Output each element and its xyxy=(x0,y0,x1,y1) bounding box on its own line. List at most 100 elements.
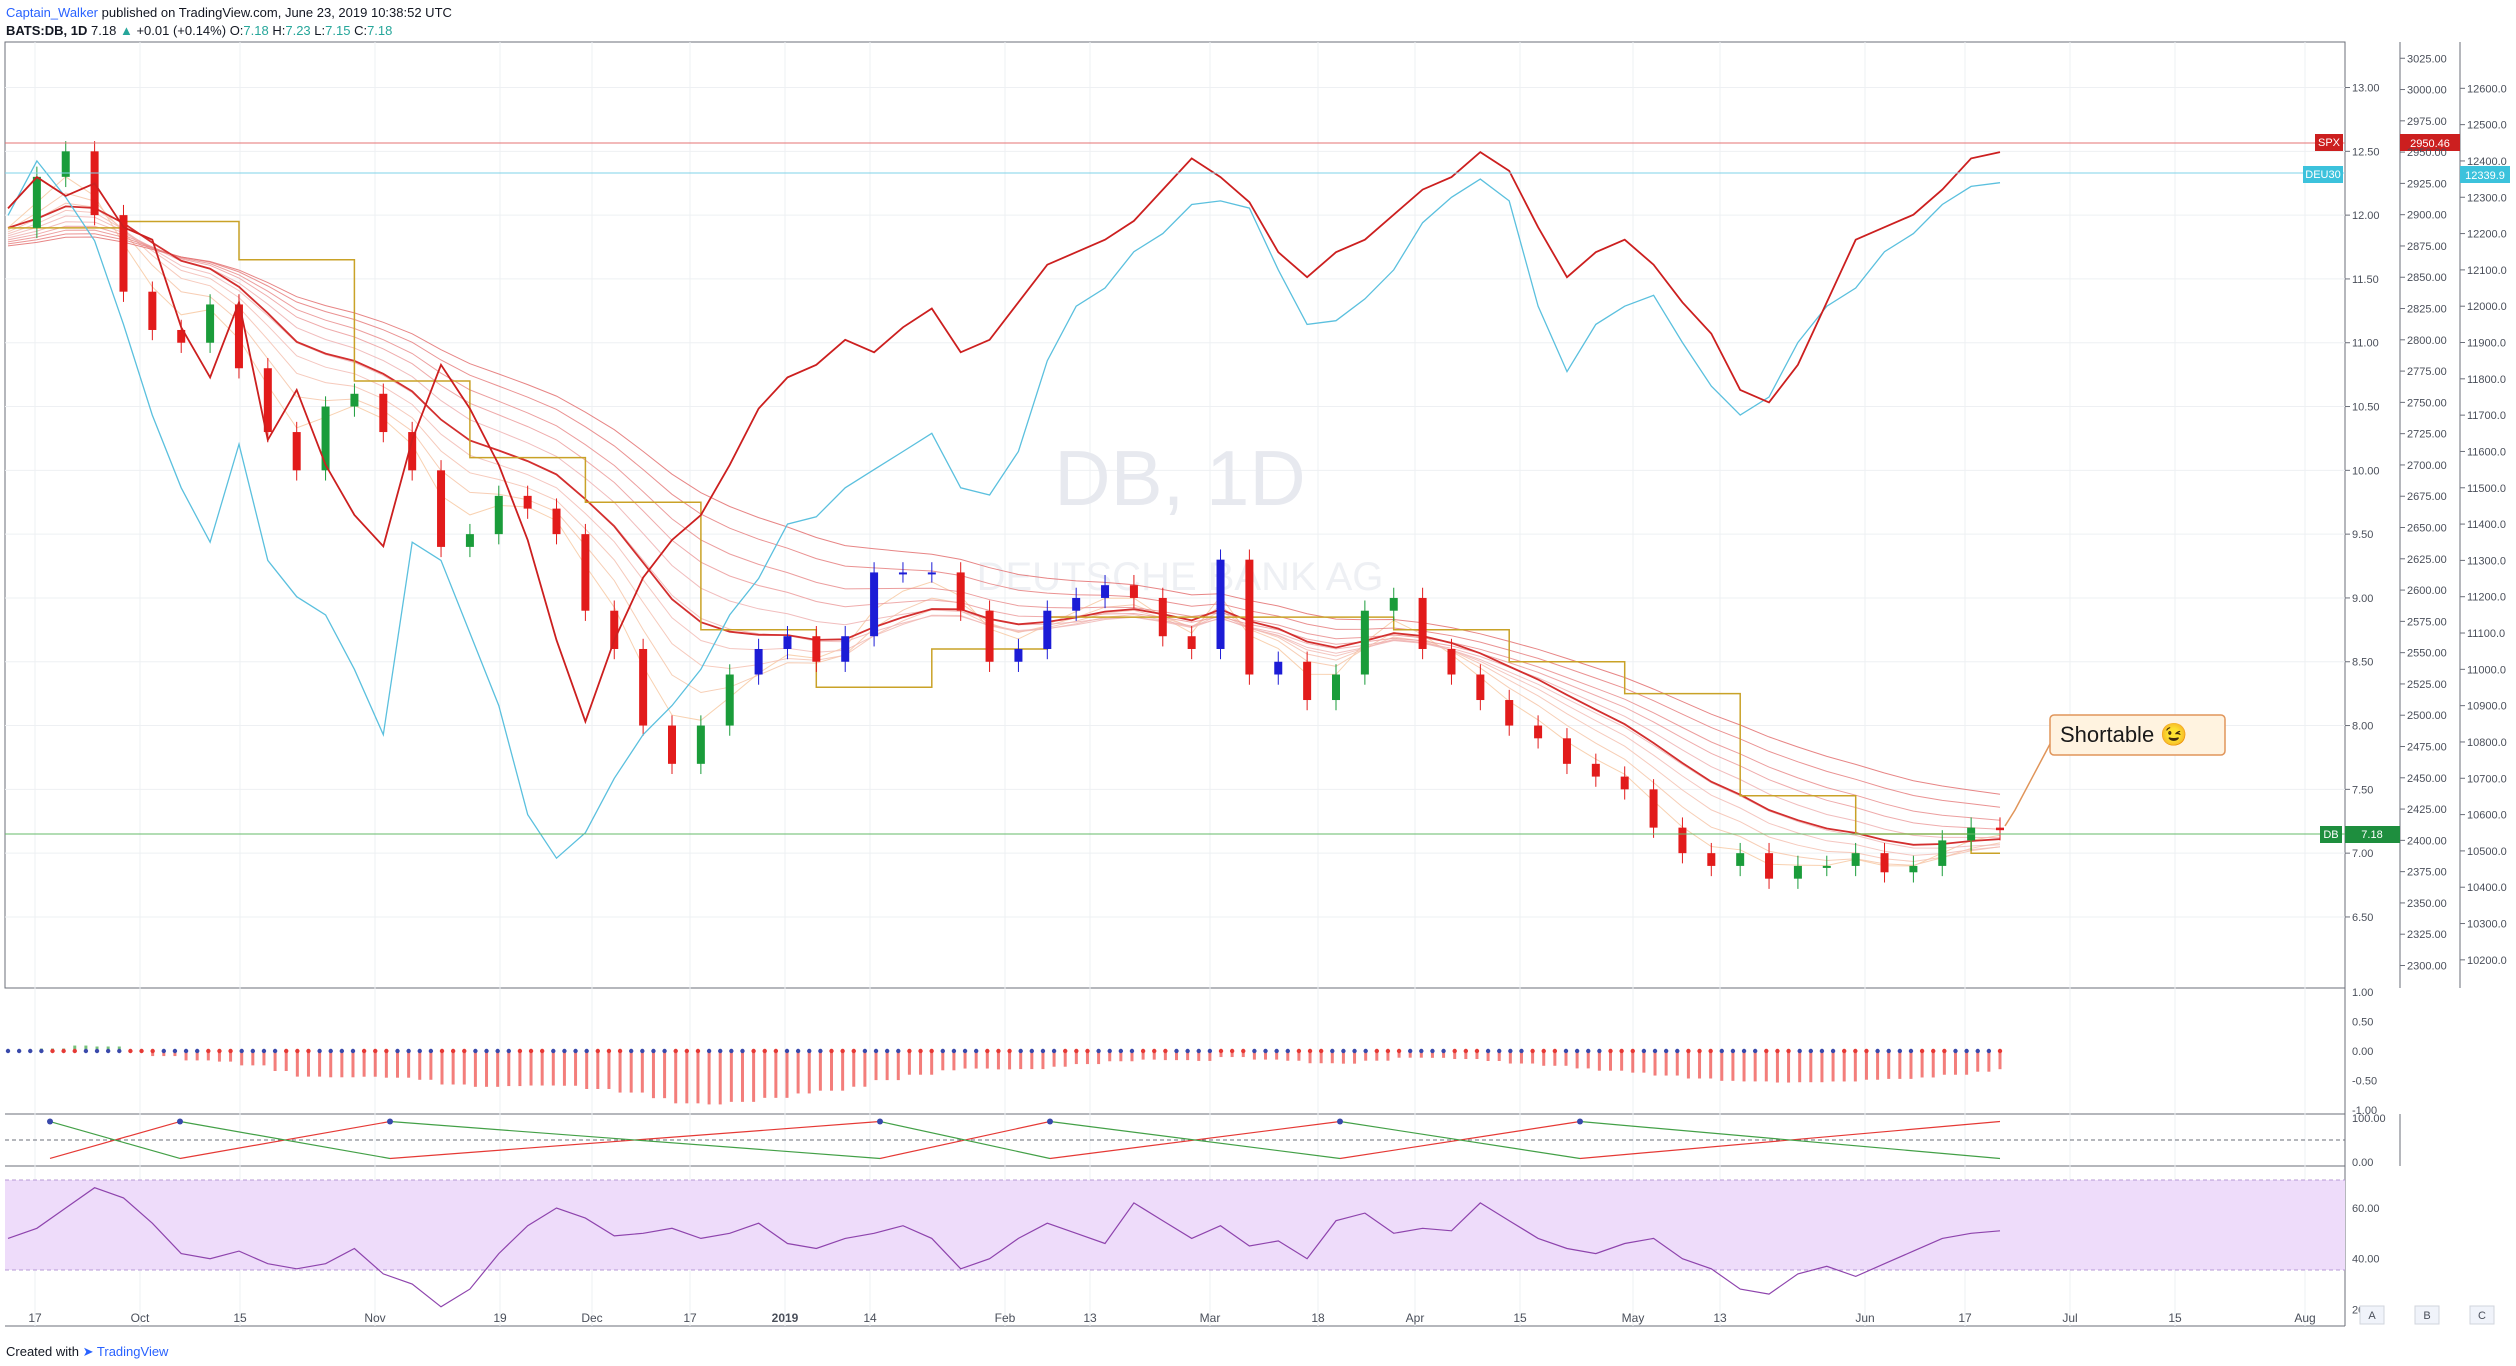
candle-body xyxy=(465,534,474,547)
ema-ribbon-line xyxy=(7,215,2001,849)
macd-dot xyxy=(1964,1048,1969,1054)
macd-dot xyxy=(1463,1048,1469,1054)
macd-dot xyxy=(1441,1048,1446,1054)
macd-dot xyxy=(1997,1048,2003,1054)
time-tick-label: Nov xyxy=(364,1311,385,1325)
macd-dot xyxy=(606,1048,612,1054)
candle-body xyxy=(956,572,965,611)
spx-tick-label: 2375.00 xyxy=(2407,867,2447,879)
deu-tick-label: 12000.0 xyxy=(2467,301,2507,313)
deu30-value-tag: 12339.9 xyxy=(2460,166,2510,183)
candle-body xyxy=(206,304,215,343)
candle-body xyxy=(754,648,763,675)
candle-body xyxy=(1303,661,1312,701)
macd-dot xyxy=(1218,1048,1224,1054)
ema-ribbon xyxy=(7,176,2001,867)
spx-tick-label: 2850.00 xyxy=(2407,272,2447,284)
macd-dot xyxy=(1363,1048,1368,1054)
ema-ribbon-line xyxy=(7,225,2001,830)
macd-dot xyxy=(1385,1048,1391,1054)
spx-tick-label: 3025.00 xyxy=(2407,53,2447,65)
shortable-label: Shortable 😉 xyxy=(2060,722,2188,747)
spx-tick-label: 2775.00 xyxy=(2407,366,2447,378)
macd-dot xyxy=(361,1048,367,1054)
scale-buttons[interactable]: A B C xyxy=(2359,1305,2495,1325)
published-text: published on TradingView.com, June 23, 2… xyxy=(98,5,452,20)
deu-tick-label: 10600.0 xyxy=(2467,810,2507,822)
time-tick-label: 19 xyxy=(493,1311,507,1325)
macd-dot xyxy=(373,1048,378,1054)
macd-dot xyxy=(962,1048,968,1054)
candle-body xyxy=(61,151,70,177)
macd-dot xyxy=(1530,1048,1535,1054)
rsi-band xyxy=(5,1180,2345,1270)
candle-body xyxy=(927,572,936,575)
spx-tick-label: 2800.00 xyxy=(2407,335,2447,347)
candle-body xyxy=(1765,853,1774,879)
candle-body xyxy=(1332,674,1340,701)
spx-price-axis[interactable]: 3025.00 3000.00 2975.00 2950.00 2925.00 2900.… xyxy=(2400,53,2447,972)
macd-dot xyxy=(1040,1048,1046,1054)
macd-tick-label: -1.00 xyxy=(2352,1105,2377,1117)
candle-body xyxy=(350,393,359,407)
macd-dot xyxy=(1597,1048,1602,1054)
rsi-tick-label: 60.00 xyxy=(2352,1203,2380,1215)
deu30-tag: DEU30 xyxy=(2303,166,2343,183)
candle-body xyxy=(1996,827,2004,831)
candle-body xyxy=(1591,763,1600,777)
spx-tick-label: 2500.00 xyxy=(2407,710,2447,722)
watermark-symbol: DB, 1D xyxy=(1054,434,1305,522)
stoch-cross-dot xyxy=(1577,1118,1583,1125)
macd-dot xyxy=(5,1048,11,1054)
horizontal-grid xyxy=(5,87,2345,918)
macd-dot xyxy=(1719,1048,1724,1054)
macd-dot xyxy=(1296,1048,1302,1054)
macd-dot xyxy=(295,1048,300,1054)
db-tick-label: 7.00 xyxy=(2352,848,2373,860)
spx-tick-label: 2525.00 xyxy=(2407,679,2447,691)
stoch-axis[interactable]: 100.00 0.00 xyxy=(2352,1113,2386,1169)
symbol-label[interactable]: BATS:DB, 1D xyxy=(6,23,88,38)
candle-body xyxy=(985,610,994,662)
macd-dot xyxy=(1174,1048,1179,1054)
candle-body xyxy=(1793,865,1802,879)
db-candles xyxy=(32,141,2004,889)
macd-dot xyxy=(807,1048,812,1054)
time-tick-label: Oct xyxy=(131,1311,150,1325)
macd-dot xyxy=(573,1048,578,1054)
macd-dot xyxy=(1096,1048,1101,1054)
candle-body xyxy=(408,432,417,471)
time-axis[interactable]: 17 Oct 15 Nov 19 Dec 17 2019 14 Feb 13 Mar 18 Apr 15 Ma… xyxy=(28,1311,2315,1325)
macd-dot xyxy=(117,1048,122,1054)
deu-tick-label: 10300.0 xyxy=(2467,919,2507,931)
stoch-cross-dot xyxy=(47,1118,53,1125)
candle-body xyxy=(1620,776,1629,790)
macd-dot xyxy=(1018,1048,1023,1054)
tradingview-link[interactable]: TradingView xyxy=(96,1344,169,1359)
macd-tick-label: -0.50 xyxy=(2352,1076,2377,1088)
deu-tick-label: 11300.0 xyxy=(2467,555,2506,567)
macd-dot xyxy=(328,1048,333,1054)
macd-dot xyxy=(1931,1048,1936,1054)
macd-dot xyxy=(417,1048,422,1054)
shortable-callout[interactable]: Shortable 😉 xyxy=(2004,714,2226,827)
kijun-step-line xyxy=(8,220,2000,854)
macd-dot xyxy=(1452,1048,1457,1054)
macd-dot xyxy=(1007,1048,1012,1054)
time-tick-label: Feb xyxy=(995,1311,1016,1325)
db-tick-label: 6.50 xyxy=(2352,912,2373,924)
deu30-price-axis[interactable]: 12600.0 12500.0 12400.0 12300.0 12200.0 12100… xyxy=(2460,83,2507,967)
macd-dot xyxy=(462,1048,467,1054)
macd-axis[interactable]: 1.00 0.50 0.00 -0.50 -1.00 xyxy=(2352,987,2377,1117)
macd-dot xyxy=(551,1048,556,1054)
macd-dot xyxy=(350,1048,356,1054)
macd-dot xyxy=(1764,1048,1769,1054)
deu-tick-label: 11100.0 xyxy=(2467,628,2505,640)
macd-dot xyxy=(1786,1048,1791,1054)
ema-ribbon-line xyxy=(7,236,2001,795)
macd-dot xyxy=(528,1048,534,1054)
publisher-link[interactable]: Captain_Walker xyxy=(6,5,99,20)
db-price-axis[interactable]: 13.00 12.50 12.00 11.50 11.00 10.50 10.00 9.50 9… xyxy=(2345,83,2380,924)
